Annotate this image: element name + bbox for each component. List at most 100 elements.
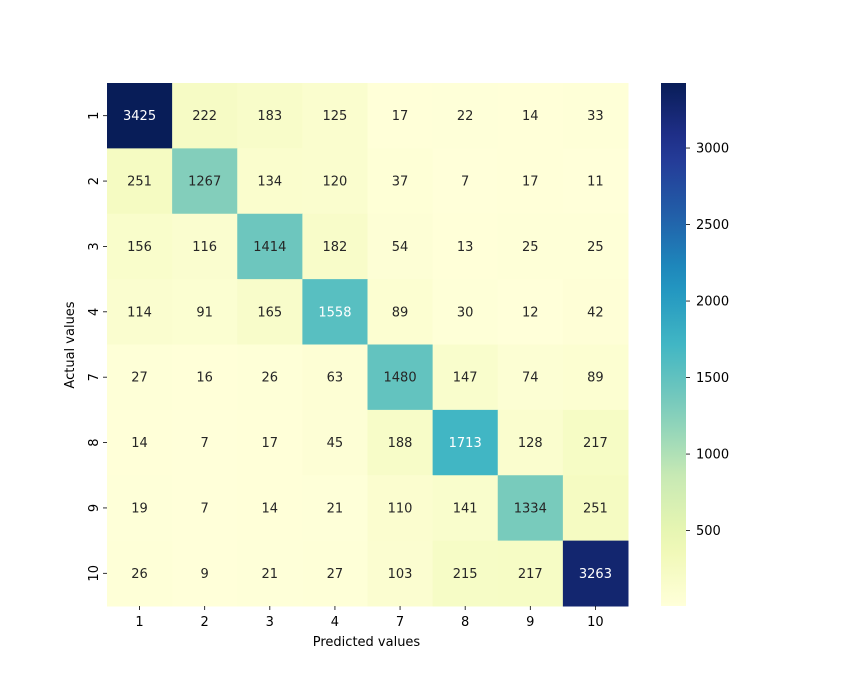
cell-value-label: 16 xyxy=(196,371,213,386)
x-tick-label: 1 xyxy=(135,615,143,630)
heatmap-cell xyxy=(497,540,564,607)
cell-value-label: 217 xyxy=(583,436,608,451)
heatmap-cell xyxy=(432,148,499,215)
cell-value-label: 3263 xyxy=(579,567,612,582)
y-tick-label: 1 xyxy=(87,112,102,120)
heatmap-cell xyxy=(302,540,368,607)
cell-value-label: 128 xyxy=(518,436,543,451)
heatmap-cell xyxy=(562,344,629,411)
cell-value-label: 27 xyxy=(131,371,148,386)
cell-value-label: 21 xyxy=(262,567,279,582)
heatmap-cell xyxy=(497,279,564,345)
heatmap-cell xyxy=(172,475,238,542)
heatmap-cell xyxy=(237,540,303,607)
heatmap-cell xyxy=(562,83,629,149)
cell-value-label: 30 xyxy=(457,305,474,320)
heatmap-cell xyxy=(172,409,238,476)
heatmap-cell xyxy=(562,148,629,215)
cell-value-label: 1334 xyxy=(514,501,547,516)
cell-value-label: 22 xyxy=(457,109,474,124)
cell-value-label: 182 xyxy=(323,240,348,255)
colorbar xyxy=(661,83,686,606)
heatmap-cell xyxy=(367,148,434,215)
cell-value-label: 1713 xyxy=(449,436,482,451)
x-axis-ticks: 1 2 3 4 7 8 9 10 xyxy=(135,606,604,630)
heatmap-cell xyxy=(172,279,238,345)
heatmap-cell xyxy=(497,213,564,280)
y-tick-label: 8 xyxy=(87,438,102,446)
cell-value-label: 116 xyxy=(192,240,217,255)
heatmap-cell xyxy=(172,83,238,149)
colorbar-tick-label: 500 xyxy=(696,524,721,539)
heatmap-cell xyxy=(302,83,368,149)
cell-value-label: 27 xyxy=(327,567,344,582)
cell-value-label: 26 xyxy=(262,371,279,386)
heatmap-cell xyxy=(497,475,564,542)
cell-value-label: 25 xyxy=(522,240,539,255)
heatmap-cell xyxy=(107,83,173,149)
heatmap-cell xyxy=(367,344,434,411)
heatmap-cell xyxy=(302,344,368,411)
cell-value-label: 103 xyxy=(388,567,413,582)
heatmap-cell xyxy=(432,409,499,476)
heatmap-cell xyxy=(432,83,499,149)
cell-value-label: 9 xyxy=(201,567,209,582)
y-tick-label: 7 xyxy=(87,373,102,381)
x-tick-label: 10 xyxy=(587,615,604,630)
heatmap-cell xyxy=(172,213,238,280)
x-tick-label: 2 xyxy=(201,615,209,630)
heatmap-cell xyxy=(237,344,303,411)
y-axis-label: Actual values xyxy=(63,301,78,388)
cell-value-label: 7 xyxy=(461,175,469,190)
cell-value-label: 120 xyxy=(323,175,348,190)
cell-value-label: 37 xyxy=(392,175,409,190)
cell-value-label: 54 xyxy=(392,240,409,255)
cell-value-label: 91 xyxy=(196,305,213,320)
cell-value-label: 147 xyxy=(453,371,478,386)
cell-value-label: 17 xyxy=(522,175,539,190)
heatmap-cell xyxy=(237,475,303,542)
y-tick-label: 4 xyxy=(87,308,102,316)
cell-value-label: 1267 xyxy=(188,175,221,190)
y-tick-label: 10 xyxy=(87,565,102,582)
heatmap-cell xyxy=(367,213,434,280)
heatmap-cell xyxy=(432,344,499,411)
y-axis-ticks: 1 2 3 4 7 8 9 10 xyxy=(87,112,107,582)
heatmap-cell xyxy=(367,475,434,542)
heatmap-cell xyxy=(107,475,173,542)
cell-value-label: 165 xyxy=(257,305,282,320)
colorbar-tick-label: 1500 xyxy=(696,371,729,386)
x-tick-label: 8 xyxy=(461,615,469,630)
heatmap-cell xyxy=(367,540,434,607)
heatmap-cell xyxy=(237,83,303,149)
heatmap-cell xyxy=(302,213,368,280)
cell-value-label: 63 xyxy=(327,371,344,386)
cell-value-label: 1480 xyxy=(384,371,417,386)
cell-value-label: 1414 xyxy=(253,240,286,255)
y-tick-label: 3 xyxy=(87,242,102,250)
cell-value-label: 114 xyxy=(127,305,152,320)
heatmap-cell xyxy=(107,279,173,345)
colorbar-tick-label: 2000 xyxy=(696,295,729,310)
heatmap-cell xyxy=(562,213,629,280)
heatmap-cell xyxy=(237,213,303,280)
y-tick-label: 2 xyxy=(87,177,102,185)
heatmap-cell xyxy=(107,540,173,607)
x-axis-label: Predicted values xyxy=(313,635,421,650)
cell-value-label: 12 xyxy=(522,305,539,320)
cell-value-label: 156 xyxy=(127,240,152,255)
y-tick-label: 9 xyxy=(87,504,102,512)
cell-value-label: 251 xyxy=(583,501,608,516)
cell-value-label: 33 xyxy=(587,109,604,124)
cell-value-label: 251 xyxy=(127,175,152,190)
x-tick-label: 4 xyxy=(331,615,339,630)
cell-value-label: 45 xyxy=(327,436,344,451)
heatmap-cell xyxy=(497,344,564,411)
heatmap-cell xyxy=(172,540,238,607)
colorbar-tick-label: 2500 xyxy=(696,218,729,233)
heatmap-cell xyxy=(302,475,368,542)
cell-value-label: 89 xyxy=(392,305,409,320)
cell-value-label: 217 xyxy=(518,567,543,582)
heatmap-cell xyxy=(367,279,434,345)
